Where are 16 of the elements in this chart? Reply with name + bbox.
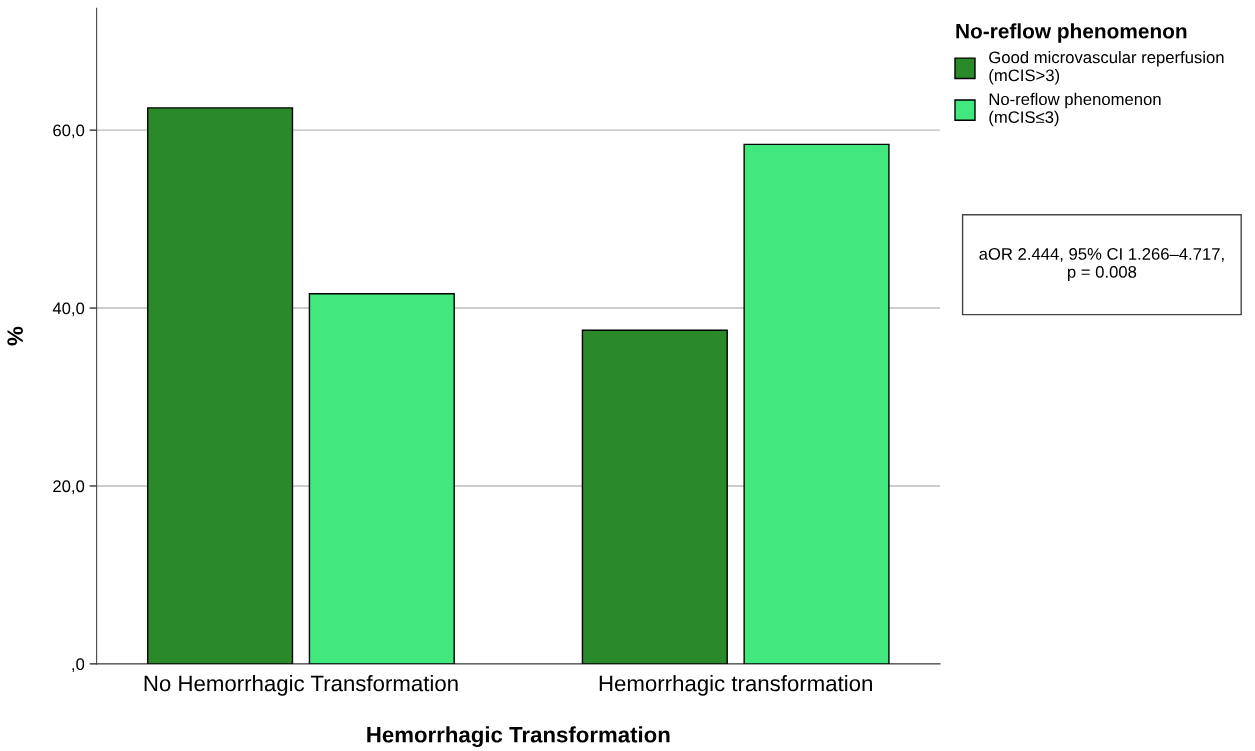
y-tick-label: 20,0 xyxy=(53,480,85,495)
y-axis-title: % xyxy=(7,326,23,346)
legend-label: Good microvascular reperfusion (mCIS>3) xyxy=(989,51,1224,85)
y-tick-label: 40,0 xyxy=(52,302,85,317)
text: aOR 2.444, 95% CI 1.266–4.717, p = 0.008 xyxy=(979,248,1224,282)
bar xyxy=(147,107,294,664)
y-tick-label: 60,0 xyxy=(53,124,85,139)
legend-label: No-reflow phenomenon (mCIS≤3) xyxy=(989,92,1161,127)
bar xyxy=(743,143,890,664)
x-tick-label: No Hemorrhagic Transformation xyxy=(144,675,458,696)
x-axis-title: Hemorrhagic Transformation xyxy=(367,726,670,748)
x-tick-label: Hemorrhagic transformation xyxy=(599,675,872,696)
legend-title: No-reflow phenomenon xyxy=(956,23,1187,43)
y-tick-label: ,0 xyxy=(72,658,85,673)
bar xyxy=(581,329,728,664)
bar xyxy=(308,293,455,664)
